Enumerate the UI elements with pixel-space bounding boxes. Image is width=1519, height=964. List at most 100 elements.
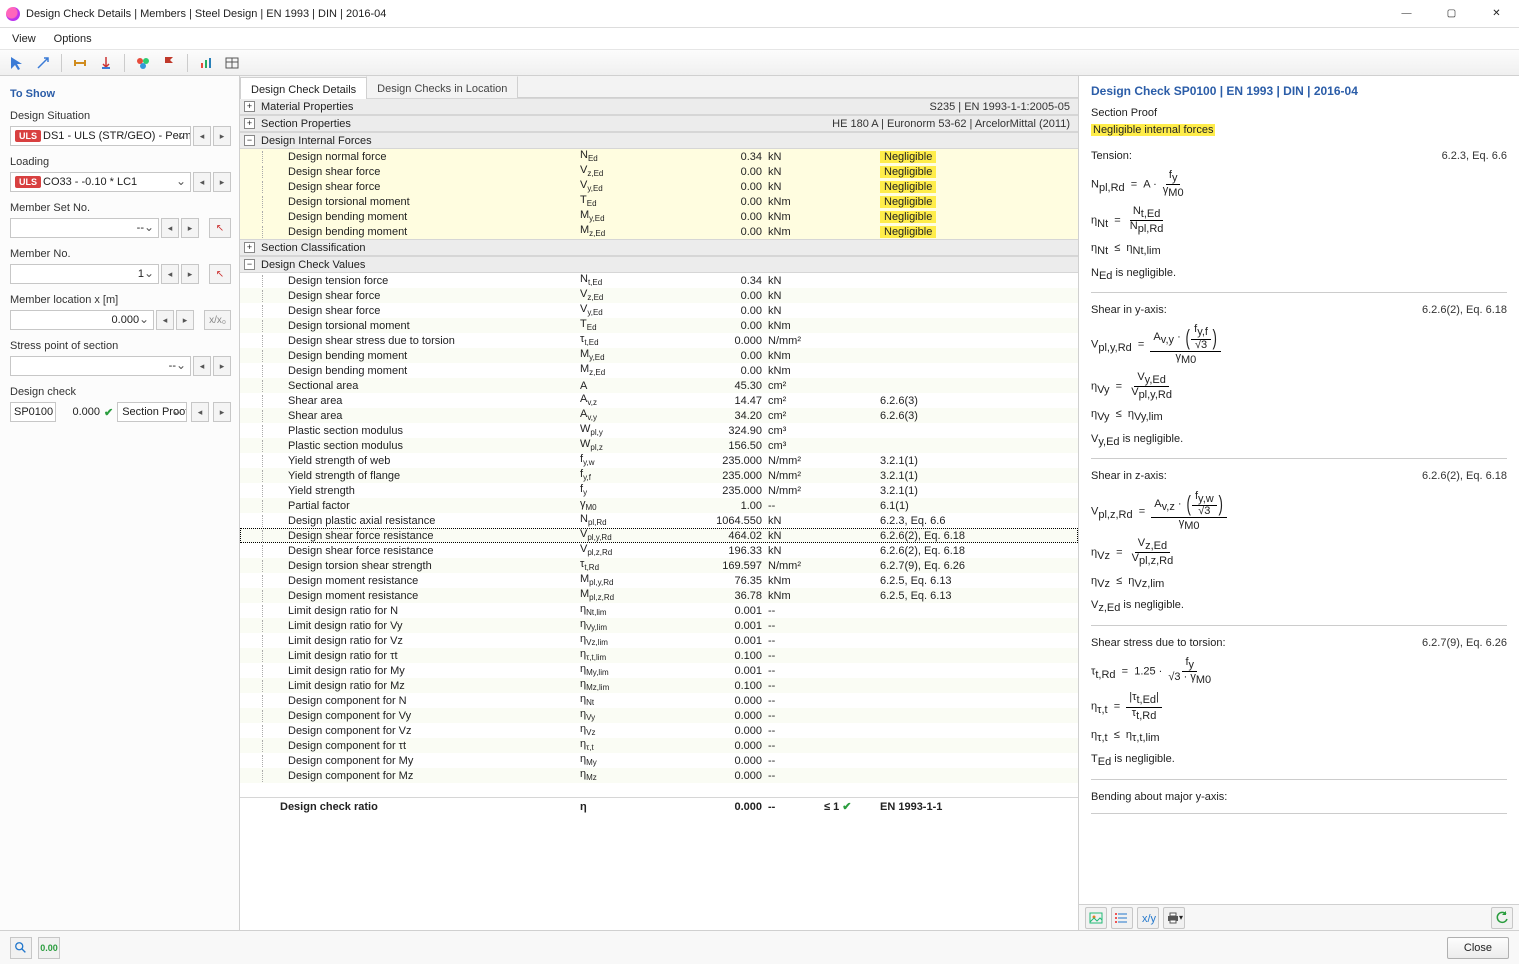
design-check-prev[interactable]: ◂ — [191, 402, 209, 422]
design-check-next[interactable]: ▸ — [213, 402, 231, 422]
group-header[interactable]: + Material Properties S235 | EN 1993-1-1… — [240, 98, 1078, 115]
center-body[interactable]: + Material Properties S235 | EN 1993-1-1… — [240, 98, 1078, 930]
select-icon[interactable] — [6, 52, 28, 74]
group-header[interactable]: + Section Classification — [240, 239, 1078, 256]
rp-print-icon[interactable]: ▾ — [1163, 907, 1185, 929]
design-situation-prev[interactable]: ◂ — [193, 126, 211, 146]
rp-formula-icon[interactable]: x/y — [1137, 907, 1159, 929]
data-row[interactable]: Design component for τt ητ,t 0.000 -- — [240, 738, 1078, 753]
data-row[interactable]: Design shear force resistance Vpl,y,Rd 4… — [240, 528, 1078, 543]
table-icon[interactable] — [221, 52, 243, 74]
expand-icon[interactable]: + — [244, 101, 255, 112]
tab-design-check-details[interactable]: Design Check Details — [240, 77, 367, 99]
close-button[interactable]: Close — [1447, 937, 1509, 959]
member-no-next[interactable]: ▸ — [181, 264, 199, 284]
member-set-combo[interactable]: -- — [10, 218, 159, 238]
data-row[interactable]: Design component for Vz ηVz 0.000 -- — [240, 723, 1078, 738]
equation: NEd is negligible. — [1091, 266, 1507, 285]
flag-icon[interactable] — [158, 52, 180, 74]
pick-member-set-icon[interactable]: ↖ — [209, 218, 231, 238]
data-row[interactable]: Design component for Mz ηMz 0.000 -- — [240, 768, 1078, 783]
design-check-desc-combo[interactable]: Section Proof |... — [117, 402, 187, 422]
pick-member-icon[interactable]: ↖ — [209, 264, 231, 284]
data-row[interactable]: Design shear stress due to torsion τt,Ed… — [240, 333, 1078, 348]
stress-point-next[interactable]: ▸ — [213, 356, 231, 376]
rp-refresh-icon[interactable] — [1491, 907, 1513, 929]
data-row[interactable]: Sectional area A 45.30 cm² — [240, 378, 1078, 393]
data-row[interactable]: Limit design ratio for N ηNt,lim 0.001 -… — [240, 603, 1078, 618]
reaction-icon[interactable] — [95, 52, 117, 74]
close-window-button[interactable]: ✕ — [1474, 0, 1519, 28]
data-row[interactable]: Limit design ratio for τt ητ,t,lim 0.100… — [240, 648, 1078, 663]
group-header[interactable]: + Section Properties HE 180 A | Euronorm… — [240, 115, 1078, 132]
expand-icon[interactable]: + — [244, 118, 255, 129]
data-row[interactable]: Partial factor γM0 1.00 -- 6.1(1) — [240, 498, 1078, 513]
data-row[interactable]: Limit design ratio for Mz ηMz,lim 0.100 … — [240, 678, 1078, 693]
data-row[interactable]: Yield strength of flange fy,f 235.000 N/… — [240, 468, 1078, 483]
data-row[interactable]: Design bending moment My,Ed 0.00 kNm Neg… — [240, 209, 1078, 224]
member-location-next[interactable]: ▸ — [176, 310, 194, 330]
maximize-button[interactable]: ▢ — [1429, 0, 1474, 28]
member-location-input[interactable]: 0.000 — [10, 310, 154, 330]
group-header[interactable]: − Design Internal Forces — [240, 132, 1078, 149]
data-row[interactable]: Shear area Av,z 14.47 cm² 6.2.6(3) — [240, 393, 1078, 408]
expand-icon[interactable]: − — [244, 135, 255, 146]
data-row[interactable]: Design shear force Vy,Ed 0.00 kN — [240, 303, 1078, 318]
rp-image-icon[interactable] — [1085, 907, 1107, 929]
member-set-prev[interactable]: ◂ — [161, 218, 179, 238]
loading-combo[interactable]: ULS CO33 - -0.10 * LC1 — [10, 172, 191, 192]
data-row[interactable]: Design bending moment My,Ed 0.00 kNm — [240, 348, 1078, 363]
data-row[interactable]: Design bending moment Mz,Ed 0.00 kNm — [240, 363, 1078, 378]
minimize-button[interactable]: — — [1384, 0, 1429, 28]
member-no-prev[interactable]: ◂ — [161, 264, 179, 284]
chart-icon[interactable] — [195, 52, 217, 74]
loading-prev[interactable]: ◂ — [193, 172, 211, 192]
right-pane-body[interactable]: Section Proof Negligible internal forces… — [1079, 102, 1519, 904]
data-row[interactable]: Design torsional moment TEd 0.00 kNm Neg… — [240, 194, 1078, 209]
data-row[interactable]: Design moment resistance Mpl,z,Rd 36.78 … — [240, 588, 1078, 603]
menu-options[interactable]: Options — [54, 33, 92, 45]
data-row[interactable]: Design bending moment Mz,Ed 0.00 kNm Neg… — [240, 224, 1078, 239]
data-row[interactable]: Shear area Av,y 34.20 cm² 6.2.6(3) — [240, 408, 1078, 423]
status-value-icon[interactable]: 0.00 — [38, 937, 60, 959]
expand-icon[interactable]: + — [244, 242, 255, 253]
data-row[interactable]: Design shear force Vy,Ed 0.00 kN Negligi… — [240, 179, 1078, 194]
rp-list-icon[interactable] — [1111, 907, 1133, 929]
data-row[interactable]: Yield strength of web fy,w 235.000 N/mm²… — [240, 453, 1078, 468]
data-row[interactable]: Limit design ratio for Vy ηVy,lim 0.001 … — [240, 618, 1078, 633]
member-icon[interactable] — [69, 52, 91, 74]
design-situation-combo[interactable]: ULS DS1 - ULS (STR/GEO) - Perm... — [10, 126, 191, 146]
data-row[interactable]: Limit design ratio for My ηMy,lim 0.001 … — [240, 663, 1078, 678]
data-row[interactable]: Design shear force resistance Vpl,z,Rd 1… — [240, 543, 1078, 558]
stress-point-combo[interactable]: -- — [10, 356, 191, 376]
data-row[interactable]: Limit design ratio for Vz ηVz,lim 0.001 … — [240, 633, 1078, 648]
data-row[interactable]: Design component for My ηMy 0.000 -- — [240, 753, 1078, 768]
data-row[interactable]: Design torsion shear strength τt,Rd 169.… — [240, 558, 1078, 573]
data-row[interactable]: Design torsional moment TEd 0.00 kNm — [240, 318, 1078, 333]
data-row[interactable]: Design component for Vy ηVy 0.000 -- — [240, 708, 1078, 723]
menu-view[interactable]: View — [12, 33, 36, 45]
design-situation-next[interactable]: ▸ — [213, 126, 231, 146]
data-row[interactable]: Design component for N ηNt 0.000 -- — [240, 693, 1078, 708]
stress-point-prev[interactable]: ◂ — [193, 356, 211, 376]
colors-icon[interactable] — [132, 52, 154, 74]
tab-design-checks-in-location[interactable]: Design Checks in Location — [366, 76, 518, 98]
data-row[interactable]: Design normal force NEd 0.34 kN Negligib… — [240, 149, 1078, 164]
data-row[interactable]: Design plastic axial resistance Npl,Rd 1… — [240, 513, 1078, 528]
data-row[interactable]: Plastic section modulus Wpl,y 324.90 cm³ — [240, 423, 1078, 438]
group-header[interactable]: − Design Check Values — [240, 256, 1078, 273]
member-no-combo[interactable]: 1 — [10, 264, 159, 284]
data-row[interactable]: Design tension force Nt,Ed 0.34 kN — [240, 273, 1078, 288]
member-location-prev[interactable]: ◂ — [156, 310, 174, 330]
loading-next[interactable]: ▸ — [213, 172, 231, 192]
data-row[interactable]: Design shear force Vz,Ed 0.00 kN — [240, 288, 1078, 303]
data-row[interactable]: Design shear force Vz,Ed 0.00 kN Negligi… — [240, 164, 1078, 179]
data-row[interactable]: Yield strength fy 235.000 N/mm² 3.2.1(1) — [240, 483, 1078, 498]
data-row[interactable]: Plastic section modulus Wpl,z 156.50 cm³ — [240, 438, 1078, 453]
status-search-icon[interactable] — [10, 937, 32, 959]
expand-icon[interactable]: − — [244, 259, 255, 270]
member-set-next[interactable]: ▸ — [181, 218, 199, 238]
member-location-reset[interactable]: x/x₀ — [204, 310, 231, 330]
arrow-icon[interactable] — [32, 52, 54, 74]
data-row[interactable]: Design moment resistance Mpl,y,Rd 76.35 … — [240, 573, 1078, 588]
